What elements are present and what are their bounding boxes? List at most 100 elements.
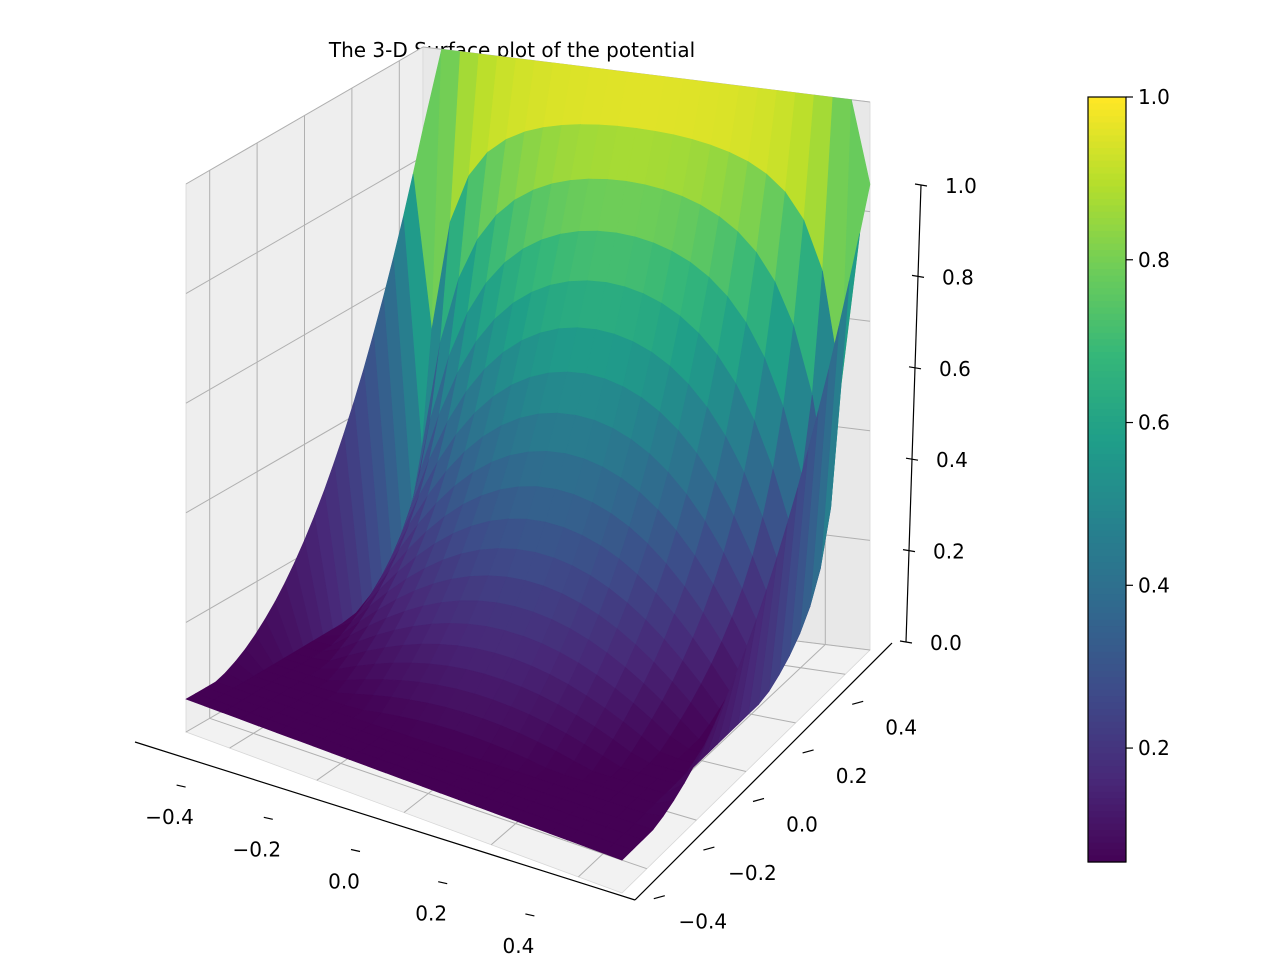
y-tick-label: −0.2 <box>728 861 777 885</box>
colorbar-segment <box>1088 97 1126 104</box>
x-tick-label: 0.2 <box>415 902 447 926</box>
colorbar-segment <box>1088 511 1126 519</box>
colorbar-frame <box>1087 96 1127 863</box>
colorbar-tick-label: 0.2 <box>1138 736 1170 760</box>
colorbar-segment <box>1088 804 1126 812</box>
colorbar-segment <box>1088 760 1126 767</box>
colorbar-segment <box>1088 154 1126 162</box>
colorbar-segment <box>1088 454 1126 461</box>
colorbar-segment <box>1088 658 1126 665</box>
colorbar-segment <box>1088 543 1126 551</box>
colorbar-segment <box>1088 811 1126 818</box>
colorbar-segment <box>1088 275 1126 283</box>
colorbar-segment <box>1088 485 1126 493</box>
colorbar-segment <box>1088 473 1126 481</box>
colorbar-segment <box>1088 371 1126 379</box>
x-tick-mark <box>350 848 361 853</box>
surface <box>185 48 871 861</box>
colorbar-segment <box>1088 199 1126 206</box>
grid-line <box>209 717 647 870</box>
colorbar-segment <box>1088 186 1126 194</box>
x-tick-mark <box>525 913 535 917</box>
y-tick-label: 0.0 <box>786 813 818 837</box>
colorbar-tick-label: 1.0 <box>1138 85 1170 109</box>
colorbar-segment <box>1088 645 1126 653</box>
y-tick-mark <box>703 846 715 851</box>
colorbar-segment <box>1088 173 1126 181</box>
z-tick-mark <box>899 640 913 644</box>
colorbar-segment <box>1088 772 1126 780</box>
colorbar-segment <box>1088 422 1126 430</box>
colorbar-segment <box>1088 358 1126 366</box>
colorbar-segment <box>1088 352 1126 359</box>
colorbar-segment <box>1088 842 1126 850</box>
colorbar-segment <box>1088 116 1126 124</box>
colorbar-segment <box>1088 441 1126 449</box>
colorbar-segment <box>1088 320 1126 328</box>
z-tick-label: 0.6 <box>939 357 971 381</box>
z-tick-mark <box>908 366 922 370</box>
colorbar-segment <box>1088 855 1126 863</box>
colorbar-segment <box>1088 556 1126 563</box>
colorbar-segment <box>1088 791 1126 799</box>
colorbar-segment <box>1088 709 1126 716</box>
colorbar-segment <box>1088 740 1126 748</box>
y-tick-mark <box>802 749 814 754</box>
colorbar-tick-label: 0.4 <box>1138 573 1170 597</box>
colorbar-segment <box>1088 415 1126 423</box>
colorbar-segment <box>1088 192 1126 200</box>
colorbar-segment <box>1088 798 1126 806</box>
colorbar-segment <box>1088 619 1126 627</box>
colorbar-segment <box>1088 747 1126 755</box>
z-tick-mark <box>905 457 919 461</box>
colorbar-segment <box>1088 218 1126 226</box>
x-tick-mark <box>263 816 273 820</box>
colorbar-segment <box>1088 135 1126 143</box>
x-tick-label: 0.0 <box>328 870 360 894</box>
colorbar-segment <box>1088 160 1126 168</box>
colorbar-segment <box>1088 562 1126 570</box>
colorbar-segment <box>1088 383 1126 391</box>
colorbar-segment <box>1088 817 1126 825</box>
colorbar-segment <box>1088 721 1126 729</box>
z-tick-label: 0.4 <box>936 448 968 472</box>
x-tick-mark <box>176 784 186 788</box>
colorbar-segment <box>1088 568 1126 576</box>
z-tick-label: 0.2 <box>933 540 965 564</box>
colorbar: 0.2 0.4 0.6 0.8 1.0 <box>1087 85 1170 863</box>
colorbar-segment <box>1088 734 1126 742</box>
z-tick-label: 1.0 <box>945 174 977 198</box>
colorbar-segment <box>1088 256 1126 264</box>
colorbar-segment <box>1088 677 1126 685</box>
colorbar-segment <box>1088 505 1126 512</box>
colorbar-segment <box>1088 638 1126 646</box>
colorbar-segment <box>1088 269 1126 277</box>
colorbar-segment <box>1088 683 1126 691</box>
colorbar-segment <box>1088 479 1126 487</box>
colorbar-segment <box>1088 836 1126 844</box>
colorbar-segment <box>1088 492 1126 500</box>
colorbar-segment <box>1088 301 1126 308</box>
y-tick-mark <box>852 700 864 705</box>
colorbar-segment <box>1088 613 1126 621</box>
colorbar-segment <box>1088 830 1126 838</box>
colorbar-segment <box>1088 581 1126 589</box>
colorbar-segment <box>1088 141 1126 149</box>
colorbar-segment <box>1088 766 1126 774</box>
x-tick-label: −0.2 <box>233 837 282 861</box>
colorbar-segment <box>1088 167 1126 175</box>
colorbar-segment <box>1088 785 1126 793</box>
colorbar-segment <box>1088 390 1126 398</box>
colorbar-segment <box>1088 122 1126 130</box>
z-tick-label: 0.0 <box>930 631 962 655</box>
colorbar-segment <box>1088 536 1126 544</box>
colorbar-segment <box>1088 307 1126 315</box>
colorbar-segment <box>1088 224 1126 232</box>
colorbar-segment <box>1088 460 1126 468</box>
colorbar-segment <box>1088 313 1126 321</box>
colorbar-segment <box>1088 109 1126 117</box>
colorbar-segment <box>1088 702 1126 710</box>
colorbar-segment <box>1088 403 1126 410</box>
colorbar-segment <box>1088 498 1126 506</box>
